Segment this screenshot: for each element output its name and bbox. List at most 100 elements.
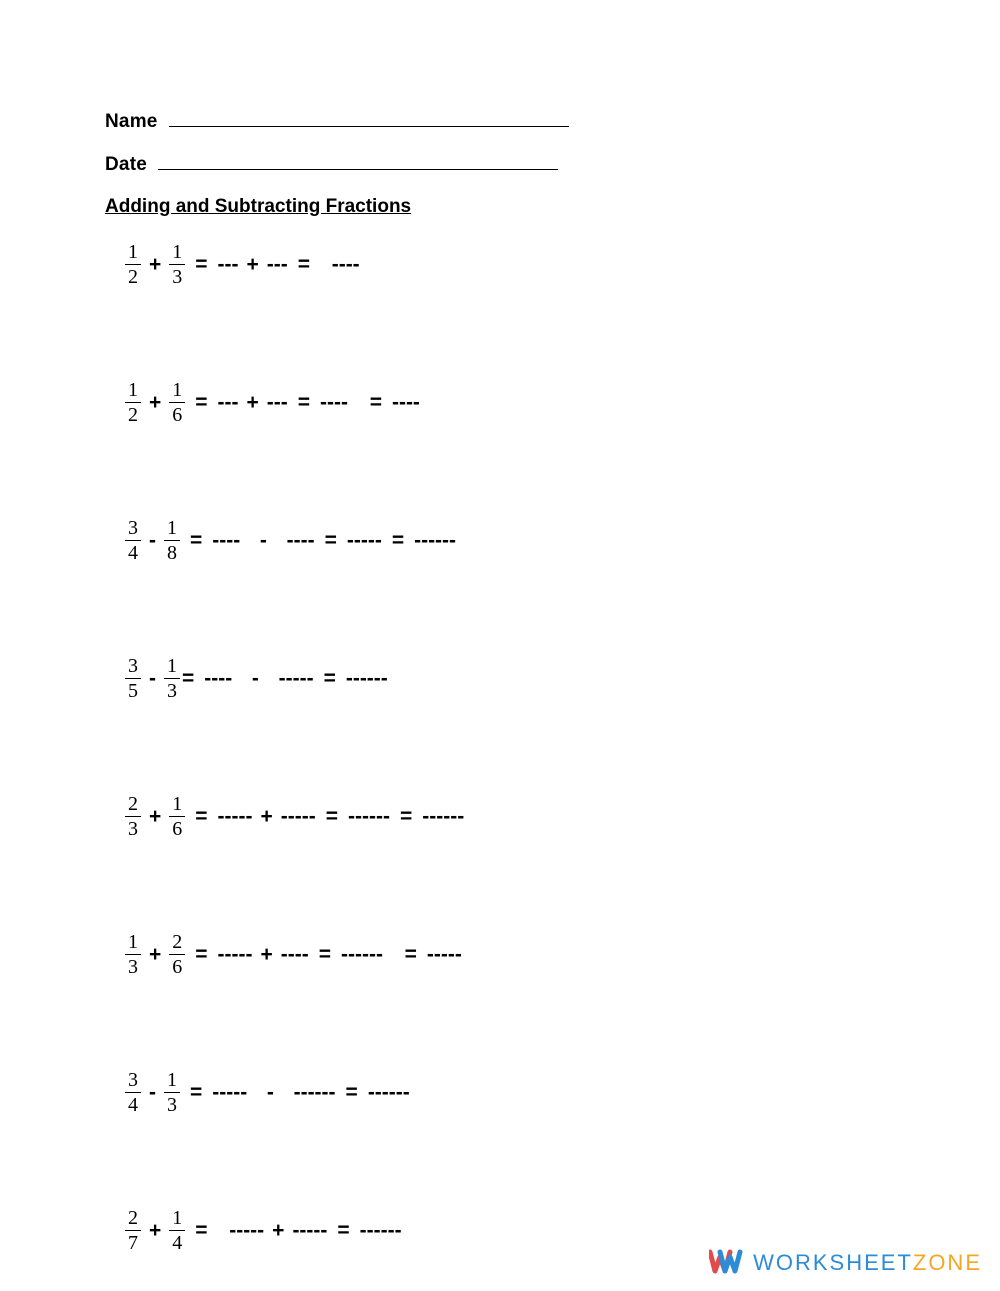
operator: + — [143, 391, 167, 415]
answer-blank[interactable]: ----- — [210, 1081, 249, 1105]
equals: = — [338, 1081, 366, 1105]
answer-blank[interactable]: ----- — [277, 667, 316, 691]
equals: = — [311, 943, 339, 967]
problem-row: 23+16=-----+-----=------=------ — [123, 794, 900, 839]
answer-blank[interactable]: ------ — [346, 805, 392, 829]
operator: + — [266, 1219, 290, 1243]
fraction-denominator: 5 — [125, 678, 141, 701]
equals: = — [384, 529, 412, 553]
problem-row: 34-18=---- - ----=-----=------ — [123, 518, 900, 563]
fraction: 18 — [164, 518, 180, 563]
fraction-denominator: 8 — [164, 540, 180, 563]
problem-row: 12+16=---+---=---- =---- — [123, 380, 900, 425]
answer-blank[interactable]: ------ — [339, 943, 385, 967]
fraction-denominator: 6 — [169, 954, 185, 977]
equals: = — [318, 805, 346, 829]
name-input-line[interactable] — [169, 110, 569, 127]
fraction-denominator: 3 — [164, 1092, 180, 1115]
equals: = — [392, 805, 420, 829]
fraction: 23 — [125, 794, 141, 839]
answer-blank[interactable]: ------ — [292, 1081, 338, 1105]
section-title: Adding and Subtracting Fractions — [105, 196, 900, 218]
fraction: 34 — [125, 518, 141, 563]
date-input-line[interactable] — [158, 153, 558, 170]
fraction-denominator: 7 — [125, 1230, 141, 1253]
problem-row: 13+26=-----+----=------ =----- — [123, 932, 900, 977]
answer-blank[interactable]: ------ — [366, 1081, 412, 1105]
fraction-numerator: 1 — [164, 518, 180, 540]
fraction: 13 — [164, 656, 180, 701]
space — [350, 391, 362, 415]
answer-blank[interactable]: ----- — [279, 805, 318, 829]
operator: + — [143, 805, 167, 829]
fraction-denominator: 3 — [125, 954, 141, 977]
space — [216, 1219, 228, 1243]
fraction-numerator: 3 — [125, 1070, 141, 1092]
fraction-denominator: 4 — [125, 540, 141, 563]
answer-blank[interactable]: ----- — [227, 1219, 266, 1243]
operator: - — [143, 1081, 162, 1105]
fraction-numerator: 1 — [169, 380, 185, 402]
space — [242, 529, 254, 553]
answer-blank[interactable]: ------ — [412, 529, 458, 553]
fraction-numerator: 1 — [125, 380, 141, 402]
name-label: Name — [105, 111, 158, 132]
equals: = — [187, 1219, 215, 1243]
answer-blank[interactable]: --- — [216, 253, 241, 277]
operator: - — [143, 529, 162, 553]
equals: = — [187, 805, 215, 829]
fraction: 35 — [125, 656, 141, 701]
equals: = — [329, 1219, 357, 1243]
answer-blank[interactable]: ----- — [290, 1219, 329, 1243]
fraction-denominator: 3 — [164, 678, 180, 701]
problem-row: 35-13=---- - -----=------ — [123, 656, 900, 701]
fraction-numerator: 3 — [125, 518, 141, 540]
answer-blank[interactable]: ----- — [216, 805, 255, 829]
date-label: Date — [105, 154, 147, 175]
fraction-denominator: 3 — [125, 816, 141, 839]
answer-blank[interactable]: ---- — [285, 529, 317, 553]
answer-blank[interactable]: ----- — [345, 529, 384, 553]
answer-blank[interactable]: ------ — [358, 1219, 404, 1243]
answer-blank[interactable]: --- — [265, 253, 290, 277]
answer-blank[interactable]: ---- — [390, 391, 422, 415]
name-row: Name — [105, 110, 900, 133]
problem-row: 34-13=----- - ------=------ — [123, 1070, 900, 1115]
fraction-numerator: 1 — [169, 794, 185, 816]
answer-blank[interactable]: ---- — [202, 667, 234, 691]
equals: = — [362, 391, 390, 415]
fraction: 27 — [125, 1208, 141, 1253]
space — [249, 1081, 261, 1105]
watermark-text: WORKSHEETZONE — [753, 1250, 982, 1276]
answer-blank[interactable]: ---- — [318, 391, 350, 415]
fraction: 12 — [125, 242, 141, 287]
answer-blank[interactable]: ---- — [330, 253, 362, 277]
equals: = — [316, 667, 344, 691]
answer-blank[interactable]: --- — [216, 391, 241, 415]
operator: - — [143, 667, 162, 691]
fraction-denominator: 4 — [125, 1092, 141, 1115]
answer-blank[interactable]: ------ — [420, 805, 466, 829]
answer-blank[interactable]: ----- — [425, 943, 464, 967]
fraction-numerator: 1 — [164, 1070, 180, 1092]
problems-list: 12+13=---+---= ----12+16=---+---=---- =-… — [105, 242, 900, 1253]
equals: = — [187, 943, 215, 967]
fraction-numerator: 1 — [169, 242, 185, 264]
answer-blank[interactable]: ---- — [279, 943, 311, 967]
space — [385, 943, 397, 967]
watermark: WORKSHEETZONE — [709, 1249, 982, 1277]
operator: - — [261, 1081, 280, 1105]
operator: + — [143, 253, 167, 277]
operator: - — [254, 529, 273, 553]
answer-blank[interactable]: --- — [265, 391, 290, 415]
answer-blank[interactable]: ------ — [344, 667, 390, 691]
answer-blank[interactable]: ----- — [216, 943, 255, 967]
fraction: 26 — [169, 932, 185, 977]
equals: = — [317, 529, 345, 553]
operator: + — [255, 943, 279, 967]
date-row: Date — [105, 153, 900, 176]
answer-blank[interactable]: ---- — [210, 529, 242, 553]
equals: = — [290, 253, 318, 277]
fraction: 13 — [125, 932, 141, 977]
equals: = — [182, 667, 202, 691]
